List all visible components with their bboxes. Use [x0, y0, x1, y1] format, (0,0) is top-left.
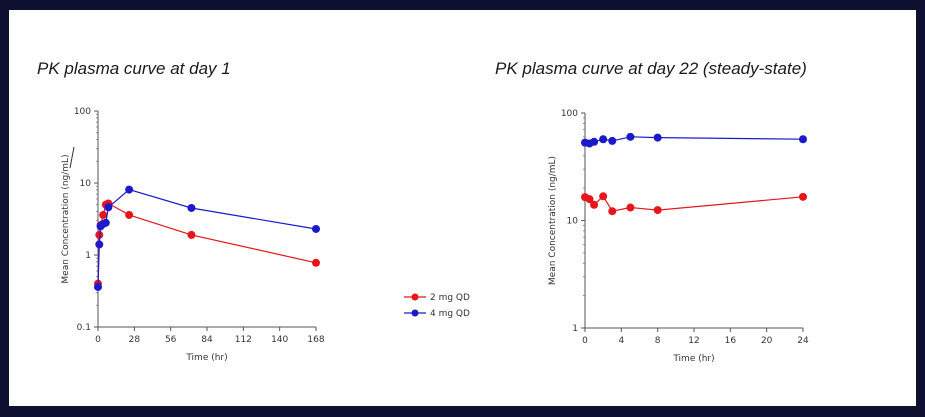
day1-x-tick-label: 140 — [271, 335, 288, 345]
day22-data-point-4-mg-qd — [608, 136, 617, 145]
day1-chart-title: PK plasma curve at day 1 — [37, 59, 231, 78]
day22-data-point-4-mg-qd — [626, 132, 635, 141]
day22-data-point-2-mg-qd — [599, 192, 608, 201]
day1-y-axis-title: Mean Concentration (ng/mL) — [61, 154, 71, 283]
day1-x-tick-label: 28 — [129, 335, 141, 345]
day1-x-tick-label: 56 — [165, 335, 177, 345]
day22-data-point-4-mg-qd — [799, 135, 807, 144]
day22-x-tick-label: 16 — [725, 336, 737, 346]
day22-y-tick-label: 10 — [567, 217, 579, 227]
day22-data-point-2-mg-qd — [590, 200, 599, 209]
day1-data-point-2-mg-qd — [312, 258, 320, 267]
legend-label: 2 mg QD — [430, 293, 470, 303]
day22-y-tick-label: 1 — [572, 324, 578, 334]
legend-marker — [411, 293, 419, 301]
day1-data-point-2-mg-qd — [187, 230, 196, 239]
day22-x-axis-title: Time (hr) — [672, 354, 714, 364]
day22-y-tick-label: 100 — [561, 109, 578, 119]
day22-chart-title: PK plasma curve at day 22 (steady-state) — [495, 59, 807, 78]
day22-data-point-2-mg-qd — [585, 195, 594, 204]
stray-slash-mark — [69, 146, 75, 169]
slide-panel: PK plasma curve at day 1 PK plasma curve… — [9, 10, 916, 406]
day22-series-line-4-mg-qd — [584, 136, 804, 145]
day1-data-point-4-mg-qd — [104, 203, 113, 212]
day1-y-tick-label: 1 — [85, 251, 91, 261]
legend-label: 4 mg QD — [430, 309, 470, 319]
day1-data-point-4-mg-qd — [95, 240, 104, 249]
day1-y-tick-label: 10 — [80, 179, 92, 189]
day22-data-point-4-mg-qd — [599, 135, 608, 144]
day22-y-axis-title: Mean Concentration (ng/mL) — [548, 156, 558, 285]
day22-data-point-4-mg-qd — [653, 133, 662, 142]
day22-data-point-4-mg-qd — [590, 137, 599, 146]
day22-x-tick-label: 24 — [797, 336, 809, 346]
day22-series-line-2-mg-qd — [584, 195, 804, 212]
day1-y-tick-label: 100 — [74, 107, 91, 117]
day1-x-axis-title: Time (hr) — [185, 353, 227, 363]
day22-data-point-2-mg-qd — [799, 192, 807, 201]
day22-x-tick-label: 12 — [688, 336, 699, 346]
day22-x-tick-label: 20 — [761, 336, 773, 346]
day1-data-point-4-mg-qd — [125, 185, 134, 194]
legend-marker — [411, 309, 419, 317]
day1-data-point-4-mg-qd — [187, 203, 196, 212]
day22-data-point-2-mg-qd — [626, 203, 635, 212]
day1-x-tick-label: 112 — [235, 335, 252, 345]
day22-x-tick-label: 0 — [582, 336, 588, 346]
day22-data-point-2-mg-qd — [653, 206, 662, 215]
day22-x-tick-label: 8 — [655, 336, 661, 346]
day1-y-tick-label: 0.1 — [77, 323, 91, 333]
day1-data-point-2-mg-qd — [95, 230, 104, 239]
day1-data-point-2-mg-qd — [125, 210, 134, 219]
day1-x-tick-label: 84 — [201, 335, 213, 345]
day1-data-point-2-mg-qd — [99, 210, 108, 219]
day1-x-tick-label: 168 — [307, 335, 324, 345]
day1-data-point-4-mg-qd — [312, 224, 320, 233]
day1-x-tick-label: 0 — [95, 335, 101, 345]
day1-data-point-4-mg-qd — [101, 218, 110, 227]
day22-data-point-2-mg-qd — [608, 207, 617, 216]
day1-data-point-4-mg-qd — [94, 282, 102, 291]
day22-x-tick-label: 4 — [618, 336, 624, 346]
